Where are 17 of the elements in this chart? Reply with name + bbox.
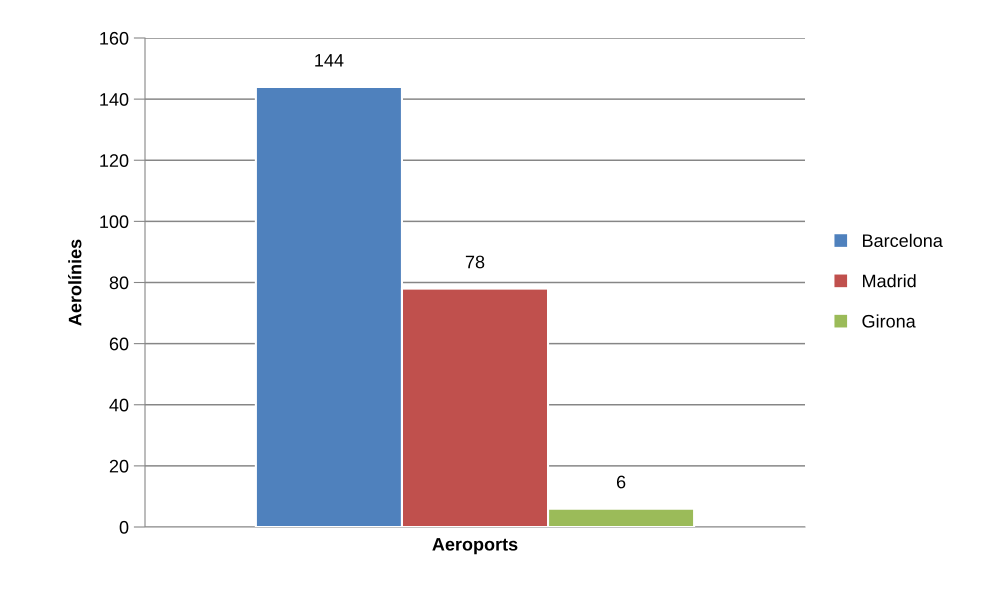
y-tick-label: 20 [110,460,128,473]
data-label: 78 [466,256,484,268]
x-axis-title: Aeroports [432,538,518,554]
y-tick-label: 100 [100,215,128,228]
legend-label: Madrid [863,274,916,288]
y-tick-label: 140 [100,93,128,106]
data-label: 144 [315,54,344,66]
legend-label: Girona [862,314,916,328]
data-label: 6 [616,476,626,488]
y-tick-label: 40 [109,398,128,412]
y-tick-label: 80 [110,276,128,290]
y-tick-label: 60 [110,338,128,350]
legend-label: Barcelona [863,234,943,248]
y-tick-label: 120 [100,154,128,167]
y-tick-label: 0 [120,520,128,534]
y-tick-label: 160 [100,32,128,45]
y-axis-title: Aerolínies [68,240,82,326]
